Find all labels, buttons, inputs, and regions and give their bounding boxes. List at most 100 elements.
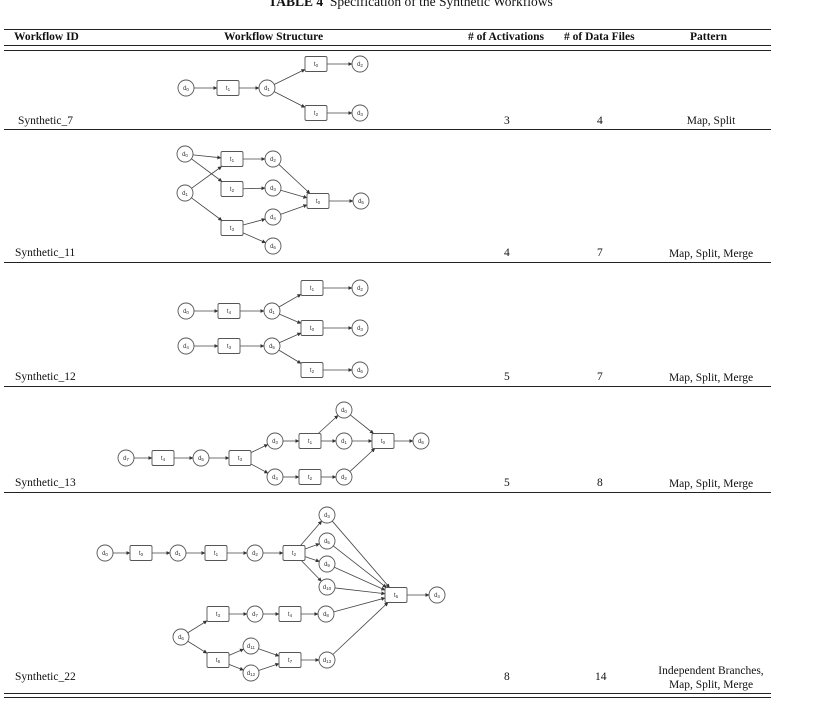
node-label: t4 (161, 456, 166, 462)
node-label: t1 (226, 86, 231, 92)
data-file-node: d3 (264, 179, 282, 197)
row-pattern-line: Map, Split (686, 115, 736, 127)
data-file-node: d7 (117, 449, 135, 467)
edge-arrow (332, 602, 389, 655)
node-label: d4 (272, 475, 278, 481)
row-activations: 5 (504, 477, 510, 489)
edge-arrow (278, 293, 302, 308)
data-file-node: d0 (335, 401, 353, 419)
data-file-node: d5 (192, 449, 210, 467)
node-label: d0 (341, 408, 347, 414)
row-rule (4, 262, 771, 263)
node-label: d6 (270, 244, 276, 250)
data-file-node: d6 (172, 628, 190, 646)
edge-arrow (334, 566, 386, 591)
edge-arrow (258, 648, 280, 657)
activation-node: t1 (300, 280, 324, 296)
edge-arrow (242, 186, 266, 191)
data-file-node: d10 (318, 578, 336, 596)
activation-node: t6 (384, 587, 408, 603)
data-file-node: d8 (317, 605, 335, 623)
edge-arrow (242, 232, 266, 244)
activation-node: t2 (304, 105, 328, 121)
edge-arrow (191, 158, 223, 182)
activation-node: t2 (282, 545, 306, 561)
row-pattern: Map, Split (641, 114, 781, 128)
node-label: t1 (308, 439, 313, 445)
data-file-node: d0 (176, 145, 194, 163)
activation-node: t1 (220, 151, 244, 167)
edge-arrow (250, 463, 269, 474)
data-file-node: d5 (318, 532, 336, 550)
header-rule-2 (4, 50, 771, 51)
node-label: d1 (175, 551, 181, 557)
data-file-node: d3 (351, 319, 369, 337)
node-label: d3 (357, 111, 363, 117)
edge-arrow (300, 560, 322, 582)
data-file-node: d2 (351, 279, 369, 297)
data-file-node: d1 (263, 302, 281, 320)
data-file-node: d11 (242, 637, 260, 655)
node-label: d0 (183, 309, 189, 315)
activation-node: t0 (304, 56, 328, 72)
activation-node: t1 (216, 80, 240, 96)
edge-arrow (250, 444, 269, 454)
row-files: 8 (597, 477, 603, 489)
node-label: d5 (358, 199, 364, 205)
row-pattern: Map, Split, Merge (641, 247, 781, 261)
activation-node: t0 (129, 545, 153, 561)
data-file-node: d9 (318, 555, 336, 573)
node-label: d11 (247, 644, 256, 650)
node-label: t3 (238, 456, 243, 462)
edge-arrow (278, 349, 302, 364)
node-label: d12 (247, 671, 256, 677)
workflow-diagram: d0 t4 d1 d4 t3 d5 t1 t0 t2 d2 d3 d6 (177, 279, 369, 379)
node-label: t0 (139, 551, 144, 557)
activation-node: t2 (300, 362, 324, 378)
header-rule (4, 45, 771, 46)
node-label: t1 (310, 286, 315, 292)
data-file-node: d6 (412, 432, 430, 450)
edge-arrow (300, 520, 323, 546)
edge-arrow (274, 69, 306, 85)
activation-node: t3 (206, 606, 230, 622)
row-pattern-line: Map, Split, Merge (668, 478, 754, 490)
node-label: t2 (310, 368, 315, 374)
data-file-node: d3 (266, 432, 284, 450)
edge-arrow (192, 154, 222, 160)
edge-arrow (280, 189, 308, 199)
node-label: t3 (230, 226, 235, 232)
row-activations: 5 (504, 371, 510, 383)
node-label: d13 (323, 658, 332, 664)
row-pattern-line: Independent Branches, (658, 665, 764, 677)
workflow-diagram: d0 t0 d1 t1 d2 t2 d3 d5 d9 d10 t6 d4 d6 t3 d7 t4 d8 t5 d11… (96, 506, 446, 682)
activation-node: t3 (217, 338, 241, 354)
node-label: d3 (324, 513, 330, 519)
data-file-node: d12 (242, 664, 260, 682)
row-pattern: Independent Branches, Map, Split, Merge (641, 664, 781, 692)
activation-node: t0 (300, 320, 324, 336)
node-label: t1 (214, 551, 219, 557)
node-label: t6 (394, 593, 399, 599)
data-file-node: d2 (351, 55, 369, 73)
row-pattern: Map, Split, Merge (641, 477, 781, 491)
workflow-diagram: d7 t4 d5 t3 d3 d4 t1 t2 d0 d1 d2 t0 d6 (117, 401, 430, 486)
data-file-node: d3 (351, 104, 369, 122)
row-rule (4, 129, 771, 130)
row-files: 14 (595, 671, 607, 683)
bottom-rule (4, 693, 771, 694)
data-file-node: d4 (264, 208, 282, 226)
workflow-diagram: d0 d1 t1 t2 t3 d2 d3 d4 d6 t0 d5 (176, 145, 370, 255)
activation-node: t3 (228, 450, 252, 466)
row-files: 4 (597, 115, 603, 127)
node-label: t0 (316, 199, 321, 205)
edge-arrow (273, 91, 306, 108)
row-pattern-line: Map, Split, Merge (668, 679, 754, 691)
row-files: 7 (597, 247, 603, 259)
data-file-node: d6 (351, 361, 369, 379)
node-label: d8 (323, 612, 329, 618)
data-file-node: d1 (258, 79, 276, 97)
table-caption: TABLE 4 Specification of the Synthetic W… (0, 0, 821, 10)
activation-node: t2 (220, 181, 244, 197)
data-file-node: d2 (246, 544, 264, 562)
